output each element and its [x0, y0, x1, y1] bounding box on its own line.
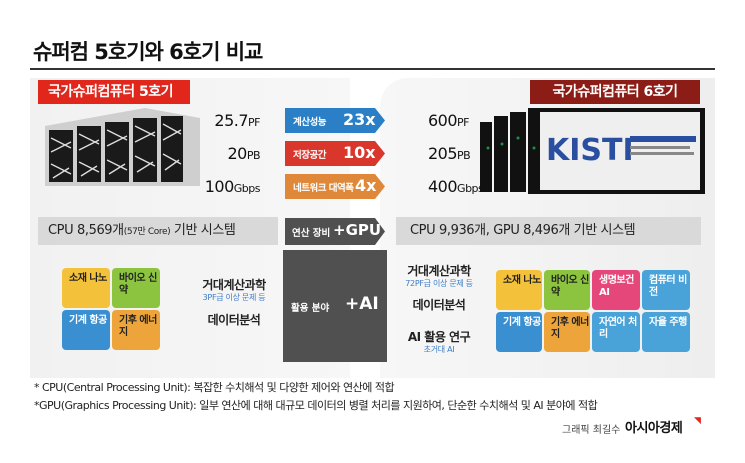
- gen6-system-bar: CPU 9,936개, GPU 8,496개 기반 시스템: [396, 217, 701, 245]
- puzzle-piece-healthcare-ai: 생명보건 AI: [592, 270, 640, 310]
- network-compare-arrow: 네트워크 대역폭 4x: [285, 174, 385, 199]
- puzzle-piece-materials: 소재 나노: [62, 268, 110, 308]
- gen5-storage: 20PB: [227, 144, 260, 163]
- puzzle-piece-climate: 기후 에너지: [112, 310, 160, 350]
- gen6-server-image: KISTI: [480, 108, 705, 194]
- storage-compare-arrow: 저장공간 10x: [285, 141, 385, 166]
- gen6-usage-hpc: 거대계산과학: [407, 264, 471, 278]
- gen6-label: 국가슈퍼컴퓨터 6호기: [530, 80, 700, 104]
- puzzle-piece-climate-6: 기후 에너지: [544, 312, 590, 352]
- puzzle-piece-mechanical-6: 기계 항공: [496, 312, 542, 352]
- gen5-label: 국가슈퍼컴퓨터 5호기: [38, 80, 190, 104]
- gen5-network: 100Gbps: [204, 177, 261, 196]
- puzzle-piece-mechanical: 기계 항공: [62, 310, 110, 350]
- gen5-server-image: [45, 108, 200, 186]
- gen6-compute: 600PF: [428, 111, 470, 130]
- gen5-system-bar: CPU 8,569개(57만 Core) 기반 시스템: [38, 217, 278, 245]
- puzzle-piece-nlp: 자연어 처리: [592, 312, 640, 352]
- gen6-usage-ai: AI 활용 연구: [407, 330, 471, 344]
- publisher-mark-icon: ◥: [694, 416, 701, 426]
- graphic-credit: 그래픽 최길수: [562, 425, 621, 436]
- hardware-compare-arrow: 연산 장비 +GPU: [285, 218, 385, 245]
- gen6-storage: 205PB: [428, 144, 471, 163]
- puzzle-piece-autonomous: 자율 주행: [642, 312, 690, 352]
- gen6-usage-data: 데이터분석: [412, 298, 466, 312]
- publisher-logo: 아시아경제: [625, 421, 683, 436]
- compute-compare-arrow: 계산성능 23x: [285, 108, 385, 133]
- page-title: 슈퍼컴 5호기와 6호기 비교: [33, 40, 263, 64]
- gen6-network: 400Gbps: [428, 177, 484, 196]
- puzzle-piece-bio: 바이오 신약: [112, 268, 160, 308]
- gen5-usage-hpc: 거대계산과학: [202, 278, 266, 292]
- gpu-footnote: *GPU(Graphics Processing Unit): 일부 연산에 대…: [34, 399, 598, 412]
- puzzle-piece-bio-6: 바이오 신약: [544, 270, 590, 310]
- gen6-usage-hpc-sub: 72PF급 이상 문제 등: [405, 279, 473, 288]
- gen6-usage-ai-sub: 초거대 AI: [423, 345, 455, 354]
- gen5-usage-hpc-sub: 3PF급 이상 문제 등: [202, 293, 266, 302]
- gen5-usage-data: 데이터분석: [207, 313, 261, 327]
- cpu-footnote: * CPU(Central Processing Unit): 복잡한 수치해석…: [34, 381, 395, 394]
- kisti-logo: KISTI: [546, 133, 634, 168]
- puzzle-piece-materials-6: 소재 나노: [496, 270, 542, 310]
- gen5-compute: 25.7PF: [214, 111, 260, 130]
- usage-compare-panel: 활용 분야 +AI: [283, 250, 387, 362]
- title-divider: [30, 68, 715, 70]
- puzzle-piece-vision: 컴퓨터 비전: [642, 270, 690, 310]
